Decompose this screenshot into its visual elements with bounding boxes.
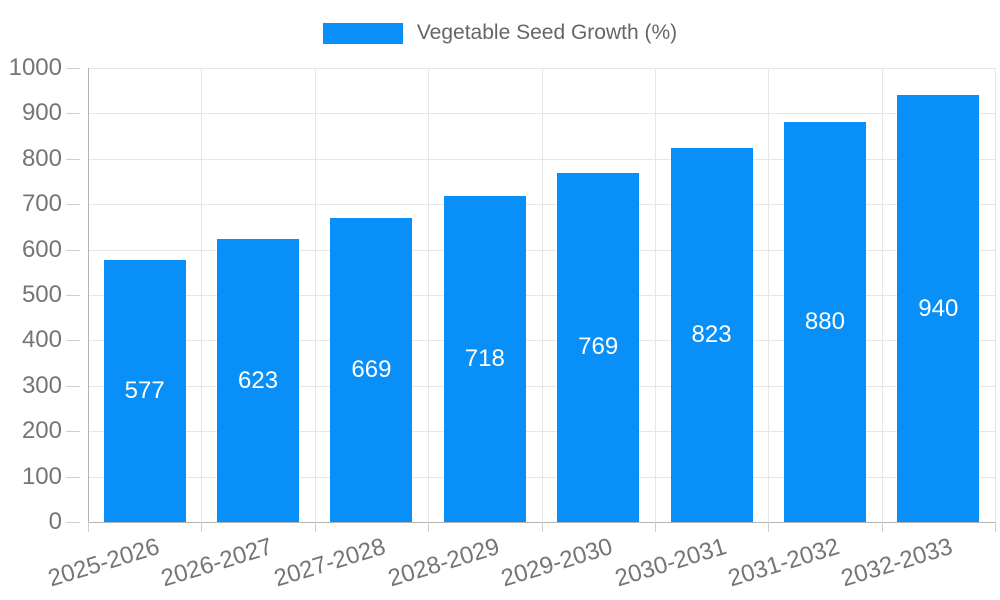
bar-value-label: 940 — [918, 294, 959, 322]
y-tick-mark — [66, 249, 80, 251]
x-tick-mark — [88, 522, 89, 532]
y-tick-label: 500 — [21, 281, 62, 308]
x-gridline — [541, 68, 543, 522]
bar-value-label: 669 — [351, 356, 392, 384]
x-gridline — [314, 68, 316, 522]
y-tick-mark — [66, 158, 80, 160]
x-tick-mark — [541, 522, 543, 532]
x-tick-label: 2029-2030 — [498, 533, 616, 593]
y-tick-label: 1000 — [8, 54, 62, 81]
bar: 577 — [103, 260, 186, 522]
bar-value-label: 880 — [804, 308, 845, 336]
bar-value-label: 577 — [124, 377, 165, 404]
x-tick-label: 2025-2026 — [44, 533, 163, 593]
bar: 669 — [330, 218, 413, 522]
bar-value-label: 623 — [238, 366, 279, 394]
y-tick-mark — [66, 204, 80, 206]
x-tick-mark — [201, 522, 203, 532]
x-tick-label: 2032-2033 — [838, 533, 956, 593]
x-tick-label: 2026-2027 — [158, 533, 276, 593]
x-tick-label: 2030-2031 — [611, 533, 730, 593]
y-tick-mark — [66, 113, 80, 115]
y-tick-label: 800 — [21, 144, 62, 172]
x-gridline — [654, 68, 656, 522]
x-tick-mark — [995, 522, 996, 532]
y-tick-mark — [66, 522, 80, 523]
x-gridline — [428, 68, 430, 522]
bar: 823 — [670, 148, 753, 522]
y-tick-label: 400 — [21, 326, 62, 354]
y-tick-label: 0 — [48, 508, 62, 535]
bar: 718 — [443, 196, 526, 522]
x-tick-mark — [428, 522, 430, 532]
bar: 940 — [897, 95, 980, 522]
x-tick-mark — [654, 522, 656, 532]
x-tick-mark — [314, 522, 316, 532]
x-tick-mark — [768, 522, 770, 532]
y-tick-label: 600 — [21, 235, 62, 263]
x-gridline — [201, 68, 203, 522]
y-tick-label: 900 — [21, 99, 62, 127]
legend-label: Vegetable Seed Growth (%) — [416, 21, 678, 44]
bar: 769 — [557, 172, 640, 522]
x-gridline — [995, 68, 996, 522]
y-tick-mark — [66, 295, 80, 296]
x-gridline — [768, 68, 770, 522]
y-tick-label: 100 — [21, 462, 62, 490]
y-tick-mark — [66, 385, 80, 387]
y-tick-mark — [66, 431, 80, 433]
bar-value-label: 769 — [578, 333, 619, 361]
bar-value-label: 718 — [464, 345, 505, 372]
bar: 880 — [783, 122, 866, 522]
y-tick-mark — [66, 68, 80, 69]
bar: 623 — [217, 239, 300, 522]
x-tick-label: 2031-2032 — [724, 533, 843, 593]
y-tick-label: 300 — [21, 371, 62, 399]
bar-value-label: 823 — [691, 321, 732, 349]
x-tick-mark — [881, 522, 883, 532]
legend: Vegetable Seed Growth (%) — [0, 20, 1000, 46]
y-tick-label: 200 — [21, 417, 62, 445]
legend-swatch — [322, 22, 403, 44]
x-tick-label: 2027-2028 — [271, 533, 390, 593]
x-tick-label: 2028-2029 — [384, 533, 503, 593]
y-axis-line — [88, 68, 89, 532]
y-tick-mark — [66, 476, 80, 478]
y-tick-label: 700 — [21, 190, 62, 218]
x-gridline — [881, 68, 883, 522]
y-tick-mark — [66, 340, 80, 342]
